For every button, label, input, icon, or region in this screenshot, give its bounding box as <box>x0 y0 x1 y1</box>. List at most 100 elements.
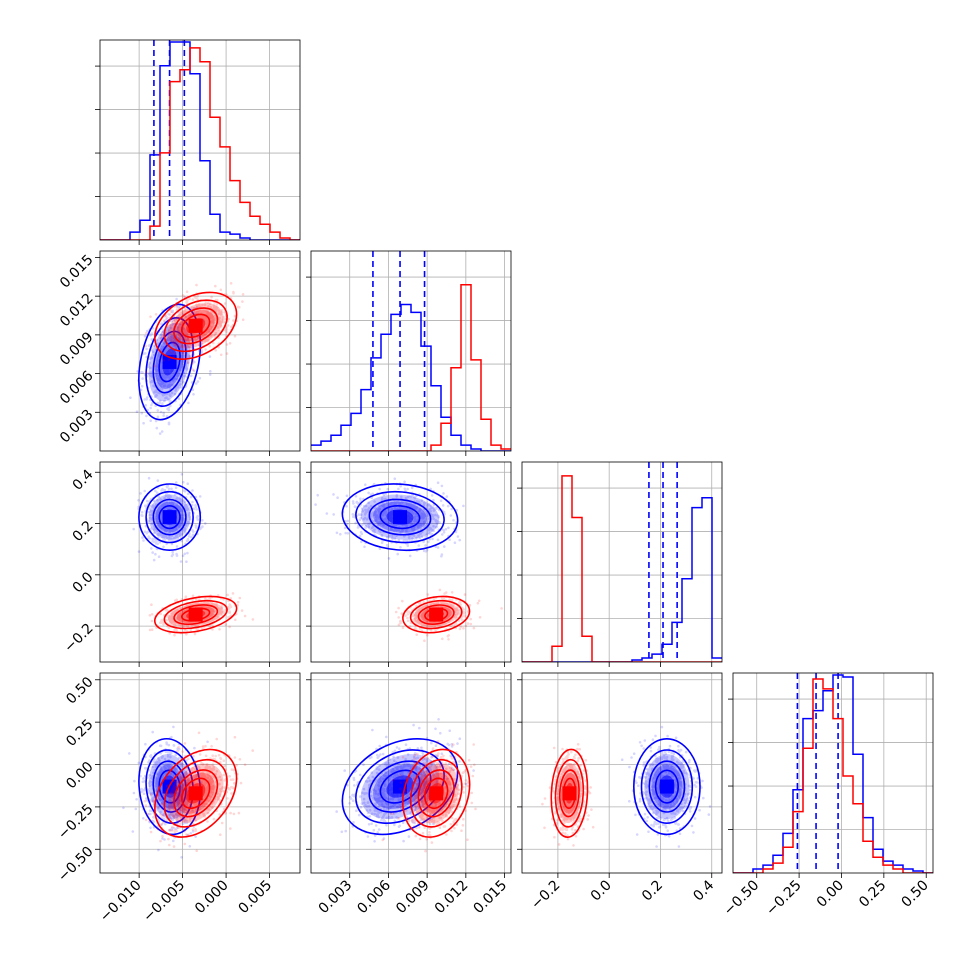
sample-point <box>158 504 162 507</box>
sample-point <box>165 316 169 319</box>
sample-point <box>222 320 225 324</box>
sample-point <box>414 517 417 521</box>
sample-point <box>413 618 417 621</box>
sample-point <box>165 345 169 349</box>
sample-point <box>170 818 174 821</box>
sample-point <box>451 605 454 608</box>
sample-point <box>435 506 438 510</box>
sample-point <box>163 838 166 841</box>
sample-point <box>223 328 227 332</box>
sample-point <box>184 531 187 534</box>
sample-point <box>147 476 151 480</box>
sample-point <box>185 820 189 823</box>
sample-point <box>160 526 163 530</box>
sample-point <box>170 617 173 620</box>
sample-point <box>446 504 450 508</box>
sample-point <box>170 529 174 533</box>
sample-point <box>186 338 189 341</box>
sample-point <box>195 525 198 529</box>
sample-point <box>146 408 149 412</box>
sample-point <box>183 819 187 822</box>
sample-point <box>180 518 184 521</box>
sample-point <box>170 621 173 625</box>
sample-point <box>204 317 207 321</box>
sample-point <box>460 618 464 622</box>
sample-point <box>171 553 175 556</box>
sample-point <box>167 626 171 630</box>
contour-line <box>402 595 471 634</box>
sample-point <box>430 506 433 510</box>
sample-point <box>359 497 362 501</box>
sample-point <box>469 622 473 626</box>
sample-point <box>388 534 391 538</box>
sample-point <box>220 613 224 616</box>
sample-point <box>180 499 184 503</box>
sample-point <box>154 785 157 788</box>
sample-point <box>194 776 197 779</box>
sample-point <box>464 624 468 628</box>
sample-point <box>150 518 153 521</box>
sample-point <box>160 504 163 507</box>
sample-point <box>422 513 425 517</box>
sample-point <box>158 526 161 529</box>
sample-point <box>210 607 213 611</box>
sample-point <box>417 610 420 613</box>
sample-point <box>191 362 194 365</box>
sample-point <box>196 338 200 342</box>
sample-point <box>413 495 416 499</box>
sample-point <box>166 385 170 389</box>
sample-point <box>158 399 162 403</box>
sample-point <box>144 504 147 508</box>
sample-point <box>177 332 181 336</box>
sample-point <box>448 598 452 601</box>
sample-point <box>194 597 198 601</box>
sample-point <box>163 393 166 396</box>
sample-point <box>402 539 406 542</box>
sample-point <box>428 508 432 511</box>
sample-point <box>187 401 190 405</box>
contour-line <box>145 490 194 544</box>
sample-point <box>140 384 144 388</box>
sample-point <box>374 515 378 519</box>
sample-point <box>233 314 237 318</box>
sample-point <box>363 513 367 516</box>
sample-point <box>207 339 210 342</box>
sample-point <box>377 521 380 524</box>
sample-point <box>183 346 186 350</box>
sample-point <box>428 532 431 535</box>
sample-point <box>448 538 451 541</box>
sample-point <box>219 611 222 614</box>
sample-point <box>191 333 195 337</box>
sample-point <box>169 333 172 337</box>
sample-point <box>169 404 172 408</box>
sample-point <box>203 303 207 307</box>
sample-point <box>195 602 198 605</box>
sample-point <box>215 303 219 306</box>
sample-point <box>197 304 201 308</box>
sample-point <box>171 538 174 541</box>
sample-point <box>205 338 208 341</box>
sample-point <box>176 617 179 620</box>
sample-point <box>168 616 172 619</box>
sample-point <box>178 506 182 509</box>
sample-point <box>212 341 215 345</box>
sample-point <box>143 788 146 792</box>
sample-point <box>168 494 171 497</box>
sample-point <box>166 750 170 754</box>
sample-point <box>382 511 386 515</box>
sample-point <box>425 624 429 628</box>
sample-point <box>142 352 146 355</box>
sample-point <box>217 612 221 615</box>
sample-point <box>373 510 377 513</box>
sample-point <box>425 533 429 536</box>
sample-point <box>442 602 446 605</box>
sample-point <box>167 338 171 342</box>
sample-point <box>177 516 180 519</box>
sample-point <box>444 623 448 626</box>
sample-point <box>194 524 198 527</box>
sample-point <box>228 603 232 607</box>
sample-point <box>172 507 175 511</box>
sample-point <box>405 500 408 504</box>
sample-point <box>462 627 465 630</box>
sample-point <box>148 510 151 514</box>
